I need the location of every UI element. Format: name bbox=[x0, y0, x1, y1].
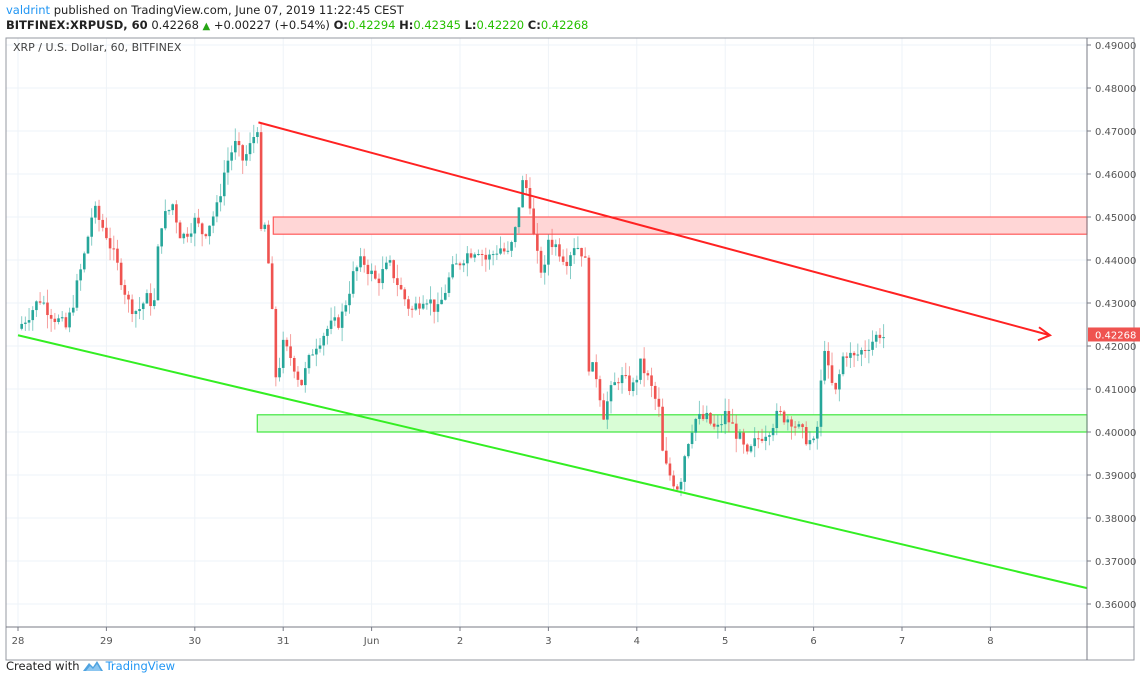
svg-text:0.46000: 0.46000 bbox=[1095, 170, 1136, 181]
svg-text:0.45000: 0.45000 bbox=[1095, 213, 1136, 224]
svg-text:8: 8 bbox=[987, 636, 993, 647]
time-axis[interactable]: 28 29 30 31 Jun 2 3 4 5 6 7 8 bbox=[12, 627, 994, 647]
up-triangle-icon: ▲ bbox=[202, 21, 211, 32]
footer: Created with TradingView bbox=[6, 659, 175, 673]
svg-text:30: 30 bbox=[188, 636, 201, 647]
price-change: +0.00227 (+0.54%) bbox=[213, 18, 330, 32]
svg-text:28: 28 bbox=[12, 636, 25, 647]
svg-text:2: 2 bbox=[457, 636, 463, 647]
svg-text:0.39000: 0.39000 bbox=[1095, 471, 1136, 482]
close-value: 0.42268 bbox=[540, 18, 589, 32]
svg-text:3: 3 bbox=[545, 636, 551, 647]
symbol-name: BITFINEX:XRPUSD, 60 bbox=[6, 18, 148, 32]
svg-text:31: 31 bbox=[277, 636, 290, 647]
svg-text:0.37000: 0.37000 bbox=[1095, 557, 1136, 568]
price-axis[interactable]: 0.49000 0.48000 0.47000 0.46000 0.45000 0.440… bbox=[1087, 41, 1140, 611]
high-value: 0.42345 bbox=[413, 18, 461, 32]
open-value: 0.42294 bbox=[347, 18, 396, 32]
svg-text:5: 5 bbox=[722, 636, 728, 647]
last-price: 0.42268 bbox=[151, 18, 199, 32]
chart-frame bbox=[5, 37, 1135, 661]
trendlines bbox=[17, 121, 1088, 590]
created-with-text: Created with bbox=[6, 659, 80, 673]
svg-text:0.49000: 0.49000 bbox=[1095, 41, 1136, 52]
tradingview-link[interactable]: TradingView bbox=[105, 659, 176, 673]
chart-grid bbox=[6, 38, 1087, 627]
low-label: L: bbox=[464, 18, 477, 32]
svg-text:Jun: Jun bbox=[363, 636, 380, 647]
published-text: published on TradingView.com, June 07, 2… bbox=[53, 3, 404, 17]
svg-text:0.42268: 0.42268 bbox=[1095, 330, 1136, 341]
low-value: 0.42220 bbox=[476, 18, 525, 32]
zones bbox=[256, 216, 1088, 433]
svg-text:0.43000: 0.43000 bbox=[1095, 299, 1136, 310]
svg-text:6: 6 bbox=[810, 636, 816, 647]
high-label: H: bbox=[399, 18, 414, 32]
svg-text:7: 7 bbox=[899, 636, 905, 647]
svg-text:0.44000: 0.44000 bbox=[1095, 256, 1136, 267]
tradingview-logo-icon bbox=[82, 661, 103, 671]
svg-text:4: 4 bbox=[634, 636, 640, 647]
svg-text:29: 29 bbox=[100, 636, 113, 647]
svg-text:0.47000: 0.47000 bbox=[1095, 127, 1136, 138]
svg-text:0.48000: 0.48000 bbox=[1095, 84, 1136, 95]
close-label: C: bbox=[527, 18, 541, 32]
svg-text:0.42000: 0.42000 bbox=[1095, 342, 1136, 353]
svg-text:0.40000: 0.40000 bbox=[1095, 428, 1136, 439]
svg-text:0.36000: 0.36000 bbox=[1095, 600, 1136, 611]
svg-text:0.38000: 0.38000 bbox=[1095, 514, 1136, 525]
open-label: O: bbox=[333, 18, 348, 32]
svg-text:0.41000: 0.41000 bbox=[1095, 385, 1136, 396]
publisher-link[interactable]: valdrint bbox=[6, 3, 51, 17]
publish-info: valdrint published on TradingView.com, J… bbox=[6, 3, 404, 17]
candlestick-series bbox=[20, 123, 885, 497]
chart-legend-title: XRP / U.S. Dollar, 60, BITFINEX bbox=[13, 41, 182, 54]
symbol-info-line: BITFINEX:XRPUSD, 60 0.42268 ▲ +0.00227 (… bbox=[6, 18, 588, 32]
